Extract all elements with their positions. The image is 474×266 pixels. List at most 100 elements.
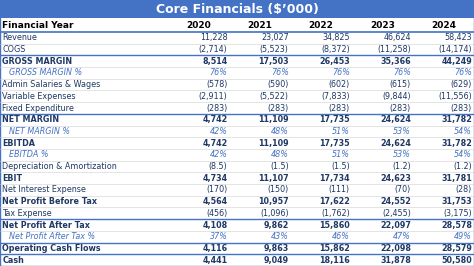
- Text: 28,579: 28,579: [441, 244, 472, 253]
- Text: 18,116: 18,116: [319, 256, 350, 265]
- Text: 54%: 54%: [454, 150, 472, 159]
- Text: (283): (283): [267, 103, 289, 113]
- Bar: [0, 219, 474, 231]
- Text: (9,844): (9,844): [383, 92, 411, 101]
- Text: 50,580: 50,580: [441, 256, 472, 265]
- Text: NET MARGIN %: NET MARGIN %: [9, 127, 71, 136]
- Bar: [0, 79, 474, 90]
- Text: (1.5): (1.5): [331, 162, 350, 171]
- Text: 10,957: 10,957: [258, 197, 289, 206]
- Text: 44,249: 44,249: [441, 57, 472, 66]
- Text: 2024: 2024: [431, 20, 456, 30]
- Text: 4,108: 4,108: [202, 221, 228, 230]
- Text: (5,522): (5,522): [260, 92, 289, 101]
- Text: Operating Cash Flows: Operating Cash Flows: [2, 244, 101, 253]
- Text: 17,735: 17,735: [319, 115, 350, 124]
- Text: Net Profit After Tax: Net Profit After Tax: [2, 221, 90, 230]
- Text: 76%: 76%: [210, 68, 228, 77]
- Text: 17,503: 17,503: [258, 57, 289, 66]
- Text: Revenue: Revenue: [2, 33, 37, 42]
- Text: 2022: 2022: [309, 20, 334, 30]
- Text: Net Profit After Tax %: Net Profit After Tax %: [9, 232, 96, 241]
- Bar: [0, 254, 474, 266]
- Text: 2021: 2021: [247, 20, 273, 30]
- Text: (8.5): (8.5): [209, 162, 228, 171]
- Text: 76%: 76%: [332, 68, 350, 77]
- Text: 24,552: 24,552: [380, 197, 411, 206]
- Text: 9,049: 9,049: [264, 256, 289, 265]
- Text: 2020: 2020: [186, 20, 211, 30]
- Text: 22,097: 22,097: [380, 221, 411, 230]
- Bar: [0, 196, 474, 207]
- Text: 35,366: 35,366: [380, 57, 411, 66]
- Text: Core Financials ($’000): Core Financials ($’000): [155, 2, 319, 15]
- Text: 26,453: 26,453: [319, 57, 350, 66]
- Text: EBITDA: EBITDA: [2, 139, 36, 148]
- Text: EBITDA %: EBITDA %: [9, 150, 49, 159]
- Text: 4,441: 4,441: [202, 256, 228, 265]
- Bar: [0, 243, 474, 254]
- Bar: [0, 172, 474, 184]
- Text: 11,109: 11,109: [258, 139, 289, 148]
- Text: 9,863: 9,863: [264, 244, 289, 253]
- Bar: [0, 114, 474, 126]
- Text: 47%: 47%: [393, 232, 411, 241]
- Text: (629): (629): [451, 80, 472, 89]
- Text: Variable Expenses: Variable Expenses: [2, 92, 76, 101]
- Text: GROSS MARGIN: GROSS MARGIN: [2, 57, 73, 66]
- Text: 53%: 53%: [393, 127, 411, 136]
- Text: (602): (602): [328, 80, 350, 89]
- Bar: [0, 44, 474, 55]
- Text: 4,742: 4,742: [202, 139, 228, 148]
- Text: 11,107: 11,107: [258, 174, 289, 183]
- Text: 31,781: 31,781: [441, 174, 472, 183]
- Text: 8,514: 8,514: [202, 57, 228, 66]
- Text: (11,258): (11,258): [377, 45, 411, 54]
- Text: (2,911): (2,911): [199, 92, 228, 101]
- Text: 53%: 53%: [393, 150, 411, 159]
- Text: 4,734: 4,734: [202, 174, 228, 183]
- Text: 11,109: 11,109: [258, 115, 289, 124]
- Bar: [0, 0, 474, 18]
- Text: 76%: 76%: [393, 68, 411, 77]
- Text: Cash: Cash: [2, 256, 24, 265]
- Bar: [0, 137, 474, 149]
- Text: 51%: 51%: [332, 150, 350, 159]
- Text: (3,175): (3,175): [443, 209, 472, 218]
- Text: 24,624: 24,624: [380, 115, 411, 124]
- Bar: [0, 55, 474, 67]
- Text: 2023: 2023: [370, 20, 395, 30]
- Text: 11,228: 11,228: [200, 33, 228, 42]
- Text: (111): (111): [328, 185, 350, 194]
- Bar: [0, 102, 474, 114]
- Text: GROSS MARGIN %: GROSS MARGIN %: [9, 68, 82, 77]
- Text: 31,753: 31,753: [441, 197, 472, 206]
- Text: Fixed Expenditure: Fixed Expenditure: [2, 103, 74, 113]
- Text: 17,734: 17,734: [319, 174, 350, 183]
- Text: 31,782: 31,782: [441, 115, 472, 124]
- Text: (1.2): (1.2): [453, 162, 472, 171]
- Bar: [0, 67, 474, 79]
- Text: 42%: 42%: [210, 127, 228, 136]
- Text: 24,623: 24,623: [380, 174, 411, 183]
- Text: (7,833): (7,833): [321, 92, 350, 101]
- Text: (170): (170): [206, 185, 228, 194]
- Text: 28,578: 28,578: [441, 221, 472, 230]
- Text: 4,116: 4,116: [202, 244, 228, 253]
- Text: (14,174): (14,174): [438, 45, 472, 54]
- Text: Financial Year: Financial Year: [2, 20, 74, 30]
- Text: 17,735: 17,735: [319, 139, 350, 148]
- Text: (28): (28): [456, 185, 472, 194]
- Text: 58,423: 58,423: [445, 33, 472, 42]
- Text: 4,564: 4,564: [202, 197, 228, 206]
- Text: Net Profit Before Tax: Net Profit Before Tax: [2, 197, 97, 206]
- Text: 42%: 42%: [210, 150, 228, 159]
- Text: 48%: 48%: [271, 127, 289, 136]
- Text: 4,742: 4,742: [202, 115, 228, 124]
- Text: (150): (150): [267, 185, 289, 194]
- Text: (2,714): (2,714): [199, 45, 228, 54]
- Text: 43%: 43%: [271, 232, 289, 241]
- Text: COGS: COGS: [2, 45, 26, 54]
- Text: 76%: 76%: [454, 68, 472, 77]
- Text: 15,862: 15,862: [319, 244, 350, 253]
